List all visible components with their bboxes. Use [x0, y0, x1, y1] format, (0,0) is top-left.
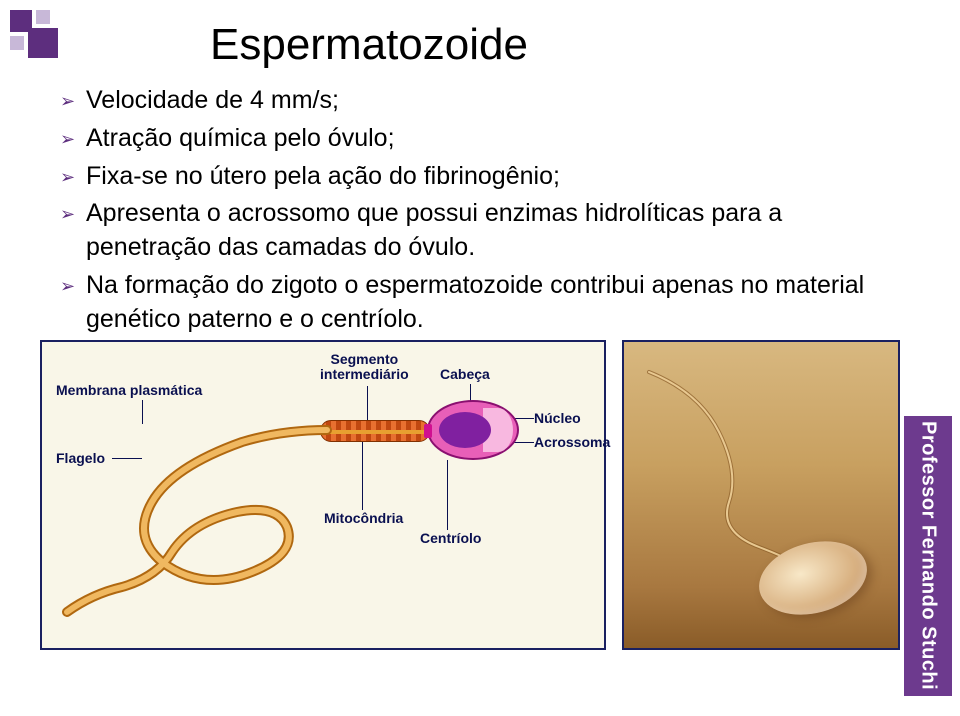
bullet-text: Apresenta o acrossomo que possui enzimas…: [86, 197, 900, 265]
label-acrossoma: Acrossoma: [534, 434, 610, 450]
leader-line: [514, 418, 534, 419]
diagram-flagellum: [52, 412, 342, 632]
bullet-marker-icon: ➢: [60, 165, 76, 189]
leader-line: [367, 386, 368, 420]
slide-title: Espermatozoide: [210, 20, 900, 70]
corner-square: [10, 36, 24, 50]
bullet-marker-icon: ➢: [60, 274, 76, 298]
diagram-head: [427, 400, 519, 460]
bullet-marker-icon: ➢: [60, 127, 76, 151]
leader-line: [514, 442, 534, 443]
bullet-text: Velocidade de 4 mm/s;: [86, 84, 900, 118]
slide-content: Espermatozoide ➢ Velocidade de 4 mm/s; ➢ At…: [60, 20, 900, 340]
bullet-list: ➢ Velocidade de 4 mm/s; ➢ Atração química p…: [60, 84, 900, 336]
bullet-marker-icon: ➢: [60, 89, 76, 113]
label-nucleo: Núcleo: [534, 410, 581, 426]
sperm-diagram: Membrana plasmática Flagelo Segmento int…: [40, 340, 606, 650]
bullet-text: Na formação do zigoto o espermatozoide c…: [86, 269, 900, 337]
bullet-item: ➢ Apresenta o acrossomo que possui enzima…: [60, 197, 900, 265]
bullet-item: ➢ Fixa-se no útero pela ação do fibrinogê…: [60, 160, 900, 194]
bullet-text: Fixa-se no útero pela ação do fibrinogên…: [86, 160, 900, 194]
images-row: Membrana plasmática Flagelo Segmento int…: [40, 340, 900, 650]
bullet-item: ➢ Na formação do zigoto o espermatozoide …: [60, 269, 900, 337]
sperm-photo: [622, 340, 900, 650]
bullet-marker-icon: ➢: [60, 202, 76, 226]
leader-line: [362, 442, 363, 510]
corner-square: [36, 10, 50, 24]
bullet-item: ➢ Atração química pelo óvulo;: [60, 122, 900, 156]
author-label: Professor Fernando Stuchi: [904, 416, 952, 696]
leader-line: [447, 460, 448, 530]
bullet-text: Atração química pelo óvulo;: [86, 122, 900, 156]
label-cabeca: Cabeça: [440, 366, 490, 382]
corner-square: [28, 28, 58, 58]
diagram-nucleus: [439, 412, 491, 448]
bullet-item: ➢ Velocidade de 4 mm/s;: [60, 84, 900, 118]
label-centriolo: Centríolo: [420, 530, 481, 546]
diagram-centriole: [424, 424, 432, 438]
label-segmento: Segmento intermediário: [320, 352, 409, 383]
author-text: Professor Fernando Stuchi: [917, 421, 940, 690]
label-membrana: Membrana plasmática: [56, 382, 202, 398]
